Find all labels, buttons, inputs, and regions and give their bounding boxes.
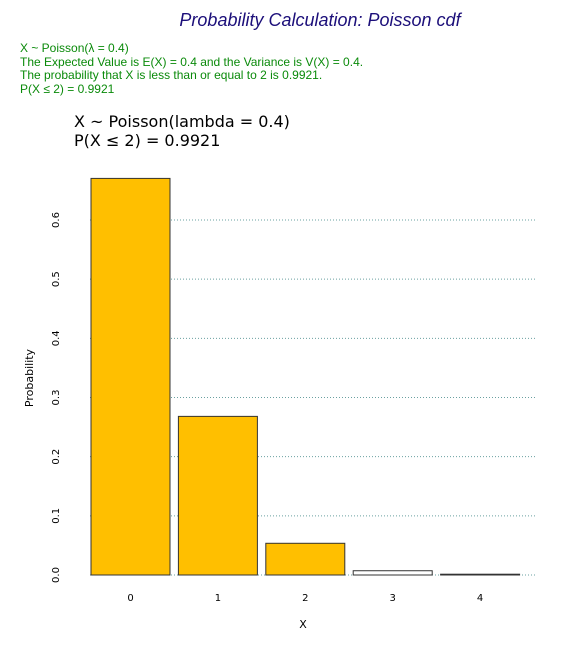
y-tick-label: 0.5 [51,271,62,287]
y-tick-label: 0.6 [51,212,62,228]
bar-x-1 [177,415,258,576]
y-tick-label: 0.3 [51,390,62,406]
x-tick-label: 0 [127,593,133,604]
y-tick-label: 0.0 [51,567,62,583]
info-text-block: X ~ Poisson(λ = 0.4) The Expected Value … [20,41,364,96]
x-tick-label: 4 [477,593,483,604]
bar-x-3 [352,570,433,576]
info-line-expected-value: The Expected Value is E(X) = 0.4 and the… [20,54,364,69]
x-tick-label: 2 [302,593,308,604]
bar-x-4 [440,573,521,576]
y-axis-label: Probability [23,348,36,407]
plot-title: X ~ Poisson(lambda = 0.4) P(X ≤ 2) = 0.9… [74,112,290,150]
y-tick-label: 0.2 [51,449,62,465]
page-title: Probability Calculation: Poisson cdf [179,10,461,30]
y-axis-ticks: 0.0 0.1 0.2 0.3 0.4 0.5 0.6 [51,212,62,583]
bar-x-2 [265,542,346,576]
x-tick-label: 3 [390,593,396,604]
plot-title-line-2: P(X ≤ 2) = 0.9921 [74,131,221,150]
x-axis-ticks: 0 1 2 3 4 [127,593,483,604]
bar-x-0 [90,177,171,576]
info-line-distribution: X ~ Poisson(λ = 0.4) [20,41,129,55]
y-tick-label: 0.4 [51,330,62,346]
x-axis-label: X [299,618,307,631]
plot-title-line-1: X ~ Poisson(lambda = 0.4) [74,112,290,131]
info-line-probability-sentence: The probability that X is less than or e… [20,68,323,82]
bars [90,177,521,576]
x-tick-label: 1 [215,593,221,604]
info-line-probability-result: P(X ≤ 2) = 0.9921 [20,81,115,96]
y-tick-label: 0.1 [51,508,62,524]
